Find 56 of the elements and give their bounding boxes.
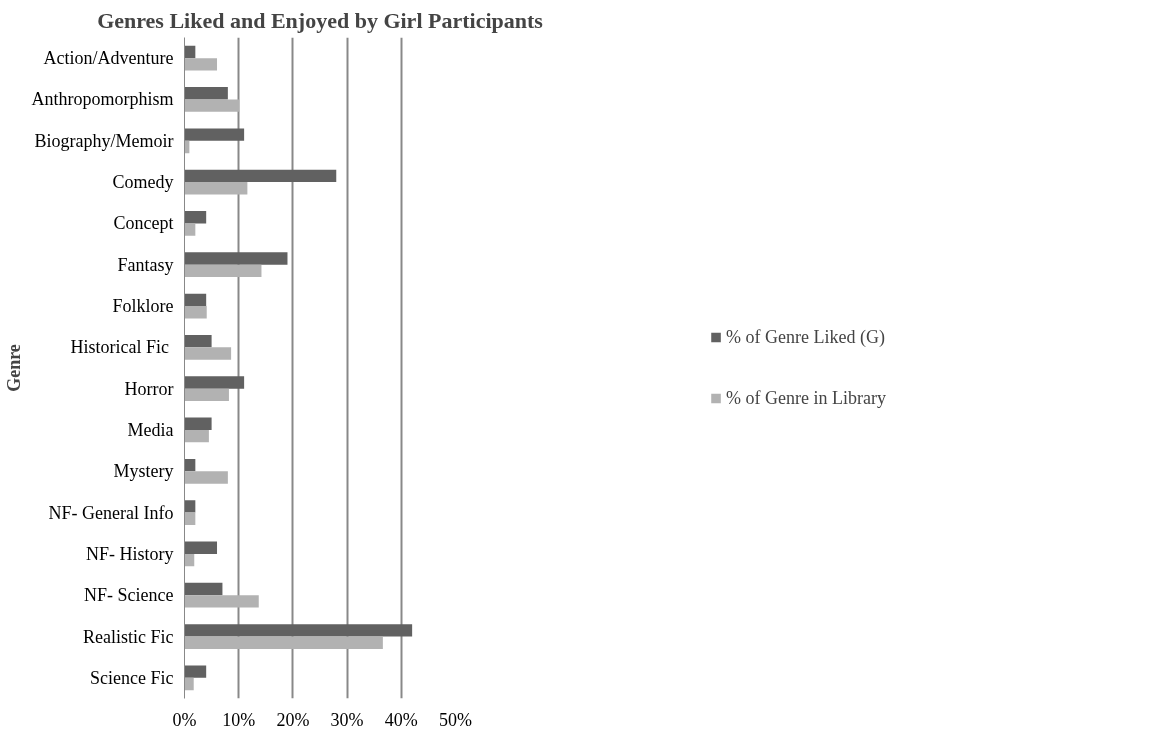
bar (184, 541, 218, 554)
bar (184, 58, 218, 71)
bar (184, 624, 413, 637)
bar (184, 169, 337, 183)
y-tick-label: Horror (124, 378, 174, 399)
bar (184, 500, 196, 513)
bar (184, 45, 196, 59)
legend-label: % of Genre in Library (726, 387, 886, 409)
y-tick-label: NF- History (86, 543, 174, 564)
bar (184, 458, 196, 472)
bar (184, 677, 194, 691)
y-tick-label: Biography/Memoir (34, 130, 174, 151)
bar (184, 252, 288, 265)
y-tick-label: Anthropomorphism (31, 89, 174, 110)
bar (184, 334, 212, 348)
bar (184, 293, 207, 307)
bar (184, 211, 207, 224)
bar (184, 99, 240, 112)
y-tick-label: Mystery (113, 461, 174, 482)
bar (184, 223, 196, 236)
y-tick-label: NF- General Info (48, 502, 174, 523)
y-tick-label: NF- Science (84, 585, 174, 606)
bar (184, 87, 228, 100)
bar (184, 128, 245, 141)
bar (184, 471, 228, 484)
x-tick-label: 50% (439, 709, 472, 730)
x-tick-label: 10% (222, 709, 256, 730)
y-tick-label: Comedy (112, 172, 174, 193)
bar (184, 376, 245, 389)
bar (184, 264, 262, 278)
bar (184, 636, 383, 649)
bar (184, 347, 232, 360)
x-tick-label: 20% (276, 709, 310, 730)
y-tick-label: Realistic Fic (83, 626, 174, 647)
y-tick-label: Science Fic (90, 667, 174, 688)
y-tick-label: Action/Adventure (43, 48, 174, 69)
bar (184, 306, 207, 319)
legend-label: % of Genre Liked (G) (726, 326, 885, 348)
bar (184, 582, 223, 596)
y-tick-label: Media (127, 419, 174, 440)
x-tick-label: 30% (330, 709, 364, 730)
y-tick-label: Historical Fic (70, 337, 170, 358)
bar (184, 182, 248, 195)
bar (184, 388, 229, 402)
y-tick-label: Fantasy (117, 254, 174, 275)
y-axis-title: Genre (3, 344, 24, 392)
y-tick-label: Concept (113, 213, 174, 234)
bar (184, 429, 209, 443)
bar (184, 595, 259, 608)
x-tick-label: 0% (172, 709, 197, 730)
bar (184, 512, 196, 525)
chart-title: Genres Liked and Enjoyed by Girl Participants (97, 7, 544, 33)
x-tick-label: 40% (384, 709, 418, 730)
y-tick-label: Folklore (112, 296, 174, 317)
bar (184, 665, 207, 678)
bar (184, 417, 212, 430)
